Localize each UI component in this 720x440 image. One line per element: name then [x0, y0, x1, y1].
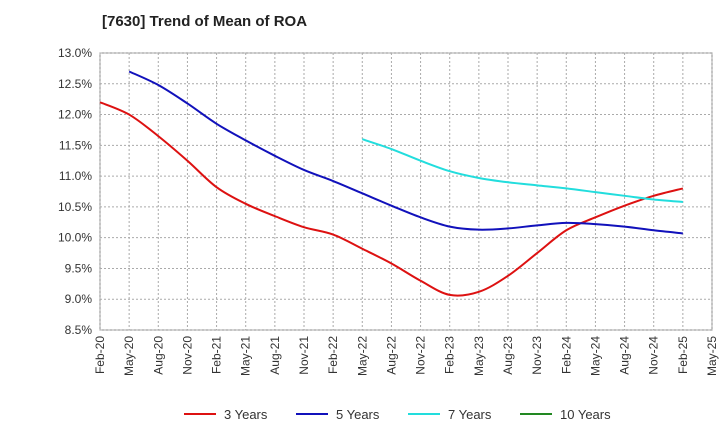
y-tick-label: 11.5%	[59, 138, 92, 152]
legend-item-10-years: 10 Years	[520, 407, 611, 422]
y-tick-label: 10.5%	[58, 200, 92, 214]
x-tick-label: Nov-23	[530, 336, 544, 375]
x-tick-label: Nov-24	[647, 336, 661, 375]
x-tick-label: Aug-22	[384, 336, 398, 375]
legend-item-7-years: 7 Years	[408, 407, 492, 422]
y-tick-label: 10.0%	[58, 231, 92, 245]
chart-title: [7630] Trend of Mean of ROA	[102, 13, 308, 30]
x-tick-label: Nov-22	[414, 336, 428, 375]
legend: 3 Years 5 Years 7 Years 10 Years	[184, 407, 611, 422]
x-axis-ticks: Feb-20 May-20 Aug-20 Nov-20 Feb-21 May-21 Aug-…	[93, 336, 719, 376]
y-tick-label: 9.5%	[65, 261, 93, 275]
x-tick-label: Aug-24	[618, 336, 632, 375]
x-tick-label: May-24	[588, 336, 602, 376]
plot-area	[99, 52, 713, 331]
x-tick-label: May-25	[705, 336, 719, 376]
series-line-7-years	[361, 138, 683, 203]
x-tick-label: Nov-20	[180, 336, 194, 375]
legend-label: 5 Years	[336, 407, 380, 422]
y-tick-label: 12.0%	[58, 108, 92, 122]
series-lines	[99, 70, 684, 297]
x-tick-label: Nov-21	[297, 336, 311, 375]
y-tick-label: 8.5%	[65, 323, 93, 337]
series-line-3-years	[99, 101, 684, 297]
legend-item-3-years: 3 Years	[184, 407, 268, 422]
x-tick-label: Feb-23	[443, 336, 457, 374]
gridlines	[99, 52, 713, 331]
y-tick-label: 13.0%	[58, 46, 92, 60]
x-tick-label: Aug-21	[268, 336, 282, 375]
x-tick-label: Feb-25	[676, 336, 690, 374]
y-tick-label: 12.5%	[58, 77, 92, 91]
x-tick-label: May-20	[122, 336, 136, 376]
series-line-5-years	[128, 70, 683, 235]
y-axis-ticks: 8.5% 9.0% 9.5% 10.0% 10.5% 11.0% 11.5% 12.0% 12.…	[58, 46, 92, 337]
x-tick-label: Feb-20	[93, 336, 107, 374]
x-tick-label: Aug-20	[151, 336, 165, 375]
x-tick-label: Feb-22	[326, 336, 340, 374]
y-tick-label: 9.0%	[65, 292, 93, 306]
x-tick-label: May-22	[355, 336, 369, 376]
x-tick-label: Feb-21	[210, 336, 224, 374]
legend-label: 7 Years	[448, 407, 492, 422]
x-tick-label: Aug-23	[501, 336, 515, 375]
x-tick-label: Feb-24	[559, 336, 573, 374]
legend-item-5-years: 5 Years	[296, 407, 380, 422]
legend-label: 3 Years	[224, 407, 268, 422]
legend-label: 10 Years	[560, 407, 611, 422]
x-tick-label: May-21	[239, 336, 253, 376]
y-tick-label: 11.0%	[59, 169, 92, 183]
x-tick-label: May-23	[472, 336, 486, 376]
